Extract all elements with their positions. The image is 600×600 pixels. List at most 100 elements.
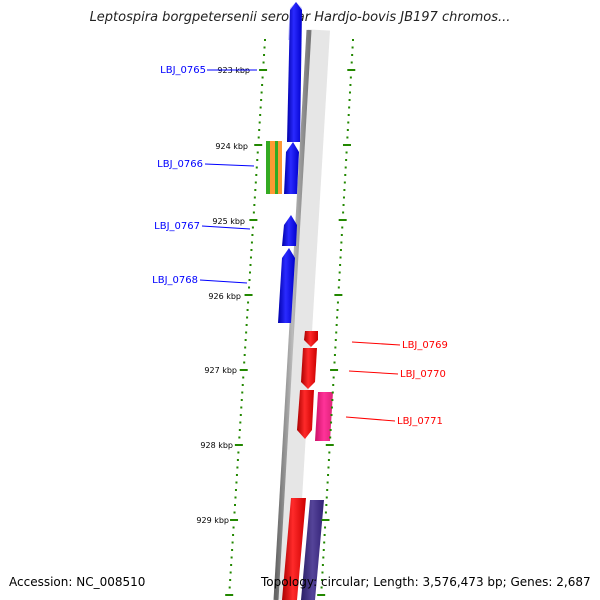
label-lbj-0767[interactable]: LBJ_0767 — [154, 221, 200, 232]
tick-right-minor-66 — [323, 534, 326, 536]
tick-right-minor-56 — [327, 459, 330, 461]
tick-marks-right — [317, 39, 356, 596]
tick-left-minor-53 — [238, 436, 241, 439]
tick-left-minor-70 — [230, 564, 233, 566]
leader-lbj-0769 — [351, 341, 401, 346]
tick-right-minor-50 — [330, 414, 333, 416]
tick-left-minor-58 — [235, 474, 238, 476]
tick-left-major-74 — [225, 594, 234, 596]
tick-left-minor-16 — [256, 159, 259, 161]
tick-right-minor-57 — [327, 466, 330, 469]
gene-bottom-red[interactable] — [282, 498, 306, 600]
tick-left-minor-63 — [233, 511, 236, 514]
tick-left-minor-66 — [232, 534, 235, 536]
tick-left-minor-2 — [263, 54, 266, 56]
tick-right-minor-47 — [331, 391, 334, 394]
tick-marks-left — [225, 39, 268, 596]
tick-left-minor-68 — [231, 549, 234, 551]
feature-green-2 — [275, 141, 278, 194]
tick-right-minor-8 — [348, 99, 351, 101]
tick-right-major-44 — [330, 369, 339, 371]
tick-left-minor-38 — [245, 324, 248, 326]
tick-right-minor-41 — [334, 346, 337, 349]
gene-lbj-0768[interactable] — [278, 248, 295, 323]
label-lbj-0766[interactable]: LBJ_0766 — [157, 159, 203, 170]
gene-lbj-0765[interactable] — [287, 2, 302, 142]
tick-right-minor-3 — [350, 61, 353, 64]
tick-left-minor-33 — [248, 286, 251, 289]
tick-left-minor-59 — [235, 481, 238, 484]
tick-right-minor-55 — [328, 451, 331, 454]
tick-right-minor-45 — [332, 376, 335, 379]
gene-lbj-0769[interactable] — [304, 331, 318, 347]
tick-left-minor-72 — [229, 579, 232, 581]
tick-left-minor-40 — [244, 339, 247, 341]
label-lbj-0768[interactable]: LBJ_0768 — [152, 275, 198, 286]
gene-lbj-0771[interactable] — [315, 392, 333, 441]
tick-left-minor-67 — [231, 541, 234, 544]
tick-left-minor-62 — [234, 504, 236, 506]
leader-lbj-0766 — [204, 163, 255, 167]
label-lbj-0770[interactable]: LBJ_0770 — [400, 369, 446, 380]
tick-right-minor-9 — [348, 106, 351, 109]
tick-right-minor-17 — [344, 166, 347, 169]
tick-left-minor-55 — [237, 451, 240, 454]
tick-right-minor-40 — [334, 339, 337, 341]
tick-label-926: 926 kbp — [208, 292, 241, 301]
tick-right-minor-23 — [342, 211, 345, 214]
tick-right-minor-20 — [343, 189, 346, 191]
tick-left-minor-41 — [244, 346, 247, 349]
tick-left-minor-32 — [248, 279, 251, 281]
feature-orange — [270, 141, 275, 194]
tick-left-minor-20 — [254, 189, 257, 191]
gene-lbj-0770[interactable] — [301, 348, 317, 389]
topology-text: Topology: circular; Length: 3,576,473 bp… — [261, 575, 591, 589]
tick-right-minor-32 — [338, 279, 341, 281]
gene-lbj-0771a[interactable] — [297, 390, 314, 439]
tick-left-minor-17 — [255, 166, 258, 169]
tick-left-minor-5 — [261, 76, 264, 79]
gene-lbj-0767[interactable] — [282, 215, 297, 246]
tick-left-minor-39 — [245, 331, 248, 334]
leader-lbj-0768 — [199, 279, 248, 284]
tick-left-minor-56 — [236, 459, 239, 461]
tick-right-major-64 — [321, 519, 330, 521]
tick-left-minor-61 — [234, 496, 237, 499]
tick-right-minor-52 — [329, 429, 332, 431]
tick-left-minor-46 — [241, 384, 244, 386]
tick-right-minor-59 — [326, 481, 329, 484]
tick-right-minor-71 — [321, 571, 324, 574]
label-lbj-0771[interactable]: LBJ_0771 — [397, 416, 443, 427]
tick-right-minor-60 — [326, 489, 329, 491]
tick-left-minor-30 — [249, 264, 252, 266]
tick-right-minor-53 — [329, 436, 332, 439]
gene-bottom-purple[interactable] — [301, 500, 324, 600]
tick-left-minor-25 — [251, 226, 254, 229]
tick-right-minor-62 — [325, 504, 328, 506]
tick-left-minor-23 — [252, 211, 255, 214]
accession-text: Accession: NC_008510 — [9, 575, 146, 589]
tick-right-major-34 — [334, 294, 343, 296]
tick-left-minor-3 — [262, 61, 265, 64]
label-lbj-0765[interactable]: LBJ_0765 — [160, 65, 206, 76]
tick-left-major-4 — [259, 69, 268, 71]
tick-right-minor-31 — [338, 271, 341, 274]
tick-left-minor-31 — [249, 271, 251, 274]
tick-left-minor-65 — [232, 526, 235, 529]
tick-right-minor-5 — [349, 76, 352, 79]
tick-left-minor-69 — [230, 556, 233, 559]
label-lbj-0769[interactable]: LBJ_0769 — [402, 340, 448, 351]
tick-right-minor-51 — [330, 421, 333, 424]
tick-left-major-34 — [244, 294, 253, 296]
tick-left-minor-26 — [251, 234, 254, 236]
tick-right-minor-73 — [320, 586, 323, 589]
tick-right-minor-27 — [340, 241, 343, 244]
leader-lbj-0771 — [345, 416, 396, 422]
tick-right-major-14 — [342, 144, 351, 146]
tick-left-minor-57 — [236, 466, 239, 469]
gene-lbj-0766[interactable] — [284, 142, 299, 194]
leader-lbj-0770 — [348, 370, 399, 375]
tick-right-minor-22 — [342, 204, 345, 206]
tick-left-minor-36 — [246, 309, 249, 311]
tick-label-925: 925 kbp — [212, 217, 245, 226]
